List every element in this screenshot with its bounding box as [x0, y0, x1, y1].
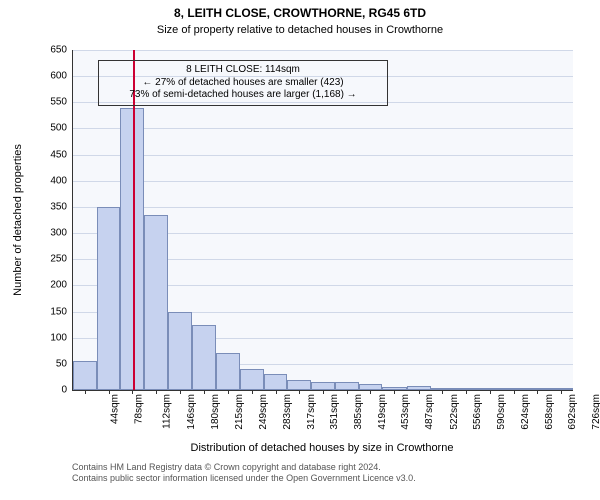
- xtick-mark: [561, 390, 562, 394]
- xtick-label: 556sqm: [472, 394, 483, 430]
- xtick-mark: [109, 390, 110, 394]
- xtick-label: 658sqm: [544, 394, 555, 430]
- xtick-label: 44sqm: [109, 394, 120, 424]
- xtick-label: 385sqm: [353, 394, 364, 430]
- xtick-label: 726sqm: [591, 394, 600, 430]
- histogram-bar: [240, 369, 264, 390]
- callout-box: 8 LEITH CLOSE: 114sqm ← 27% of detached …: [98, 60, 388, 106]
- chart-title-line2: Size of property relative to detached ho…: [0, 24, 600, 36]
- ytick-label: 200: [50, 280, 73, 291]
- xtick-label: 419sqm: [377, 394, 388, 430]
- histogram-bar: [311, 382, 335, 390]
- gridline: [73, 50, 573, 51]
- xtick-mark: [490, 390, 491, 394]
- xtick-label: 249sqm: [258, 394, 269, 430]
- xtick-mark: [323, 390, 324, 394]
- histogram-bar: [216, 353, 240, 390]
- histogram-bar: [97, 207, 121, 390]
- x-axis-label: Distribution of detached houses by size …: [191, 442, 454, 454]
- xtick-mark: [85, 390, 86, 394]
- histogram-bar: [264, 374, 288, 390]
- ytick-label: 300: [50, 228, 73, 239]
- ytick-label: 250: [50, 254, 73, 265]
- xtick-mark: [252, 390, 253, 394]
- callout-line3: 73% of semi-detached houses are larger (…: [107, 89, 379, 102]
- xtick-mark: [276, 390, 277, 394]
- xtick-mark: [466, 390, 467, 394]
- xtick-label: 146sqm: [186, 394, 197, 430]
- xtick-mark: [204, 390, 205, 394]
- xtick-mark: [299, 390, 300, 394]
- ytick-label: 650: [50, 45, 73, 56]
- xtick-label: 590sqm: [496, 394, 507, 430]
- footer-line2: Contains public sector information licen…: [72, 473, 416, 484]
- histogram-bar: [168, 312, 192, 390]
- xtick-label: 351sqm: [329, 394, 340, 430]
- xtick-mark: [228, 390, 229, 394]
- gridline: [73, 155, 573, 156]
- histogram-bar: [287, 380, 311, 390]
- xtick-mark: [132, 390, 133, 394]
- ytick-label: 500: [50, 123, 73, 134]
- xtick-mark: [347, 390, 348, 394]
- callout-line2: ← 27% of detached houses are smaller (42…: [107, 77, 379, 90]
- histogram-bar: [144, 215, 168, 390]
- ytick-label: 150: [50, 306, 73, 317]
- xtick-label: 283sqm: [282, 394, 293, 430]
- chart-root: { "titles": { "line1": "8, LEITH CLOSE, …: [0, 0, 600, 500]
- xtick-mark: [537, 390, 538, 394]
- ytick-label: 50: [56, 358, 73, 369]
- histogram-bar: [192, 325, 216, 390]
- xtick-mark: [180, 390, 181, 394]
- ytick-label: 0: [61, 385, 73, 396]
- xtick-label: 692sqm: [567, 394, 578, 430]
- ytick-label: 450: [50, 149, 73, 160]
- chart-title-line1: 8, LEITH CLOSE, CROWTHORNE, RG45 6TD: [0, 6, 600, 20]
- gridline: [73, 128, 573, 129]
- xtick-mark: [514, 390, 515, 394]
- ytick-label: 350: [50, 201, 73, 212]
- histogram-bar: [73, 361, 97, 390]
- ytick-label: 100: [50, 332, 73, 343]
- xtick-label: 522sqm: [449, 394, 460, 430]
- gridline: [73, 181, 573, 182]
- xtick-label: 317sqm: [306, 394, 317, 430]
- xtick-mark: [156, 390, 157, 394]
- xtick-label: 453sqm: [401, 394, 412, 430]
- xtick-label: 624sqm: [520, 394, 531, 430]
- footer-attribution: Contains HM Land Registry data © Crown c…: [72, 462, 416, 484]
- ytick-label: 400: [50, 175, 73, 186]
- histogram-bar: [335, 382, 359, 390]
- ytick-label: 600: [50, 71, 73, 82]
- xtick-mark: [394, 390, 395, 394]
- xtick-mark: [419, 390, 420, 394]
- xtick-label: 215sqm: [234, 394, 245, 430]
- callout-line1: 8 LEITH CLOSE: 114sqm: [107, 64, 379, 77]
- ytick-label: 550: [50, 97, 73, 108]
- xtick-label: 180sqm: [210, 394, 221, 430]
- xtick-label: 112sqm: [162, 394, 173, 429]
- y-axis-label: Number of detached properties: [12, 144, 24, 296]
- xtick-label: 78sqm: [133, 394, 144, 424]
- xtick-mark: [442, 390, 443, 394]
- footer-line1: Contains HM Land Registry data © Crown c…: [72, 462, 416, 473]
- xtick-mark: [370, 390, 371, 394]
- xtick-label: 487sqm: [424, 394, 435, 430]
- gridline: [73, 207, 573, 208]
